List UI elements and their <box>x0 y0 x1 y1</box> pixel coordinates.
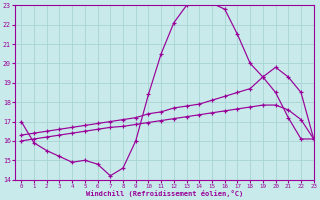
X-axis label: Windchill (Refroidissement éolien,°C): Windchill (Refroidissement éolien,°C) <box>86 190 243 197</box>
